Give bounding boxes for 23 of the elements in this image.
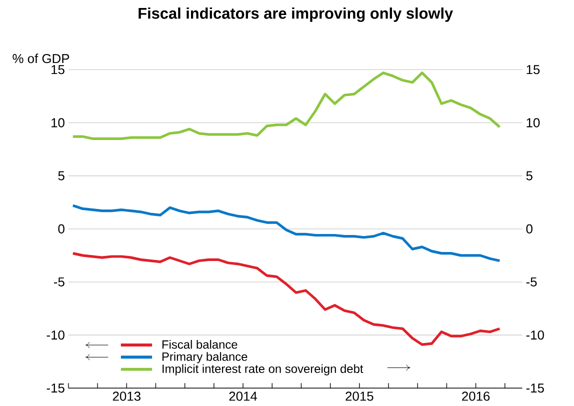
y2-tick-label: 10 bbox=[526, 118, 540, 128]
y2-tick-label: -10 bbox=[526, 330, 544, 340]
x-tick-label: 2013 bbox=[112, 392, 140, 401]
y-tick-label: 10 bbox=[52, 118, 64, 128]
legend-label: Primary balance bbox=[162, 352, 248, 364]
chart-title: Fiscal indicators are improving only slowly bbox=[138, 7, 453, 22]
legend-label: Implicit interest rate on sovereign debt bbox=[162, 364, 364, 376]
x-tick-label: 2015 bbox=[346, 392, 374, 401]
legend-label: Fiscal balance bbox=[162, 340, 238, 349]
y2-tick-label: -15 bbox=[526, 384, 544, 393]
y-tick-label: 5 bbox=[58, 171, 64, 180]
x-tick-label: 2016 bbox=[462, 392, 490, 401]
y-axis-title: % of GDP bbox=[12, 54, 70, 64]
y2-tick-label: 5 bbox=[526, 171, 532, 180]
y2-tick-label: 15 bbox=[526, 65, 540, 74]
y-tick-label: 0 bbox=[58, 224, 64, 234]
y-tick-label: -5 bbox=[54, 277, 64, 286]
y-tick-label: 15 bbox=[52, 65, 64, 74]
x-tick-label: 2014 bbox=[229, 392, 258, 401]
y2-tick-label: -5 bbox=[526, 277, 537, 286]
y-tick-label: -15 bbox=[46, 384, 64, 393]
y-tick-label: -10 bbox=[46, 330, 64, 340]
y2-tick-label: 0 bbox=[526, 224, 532, 234]
